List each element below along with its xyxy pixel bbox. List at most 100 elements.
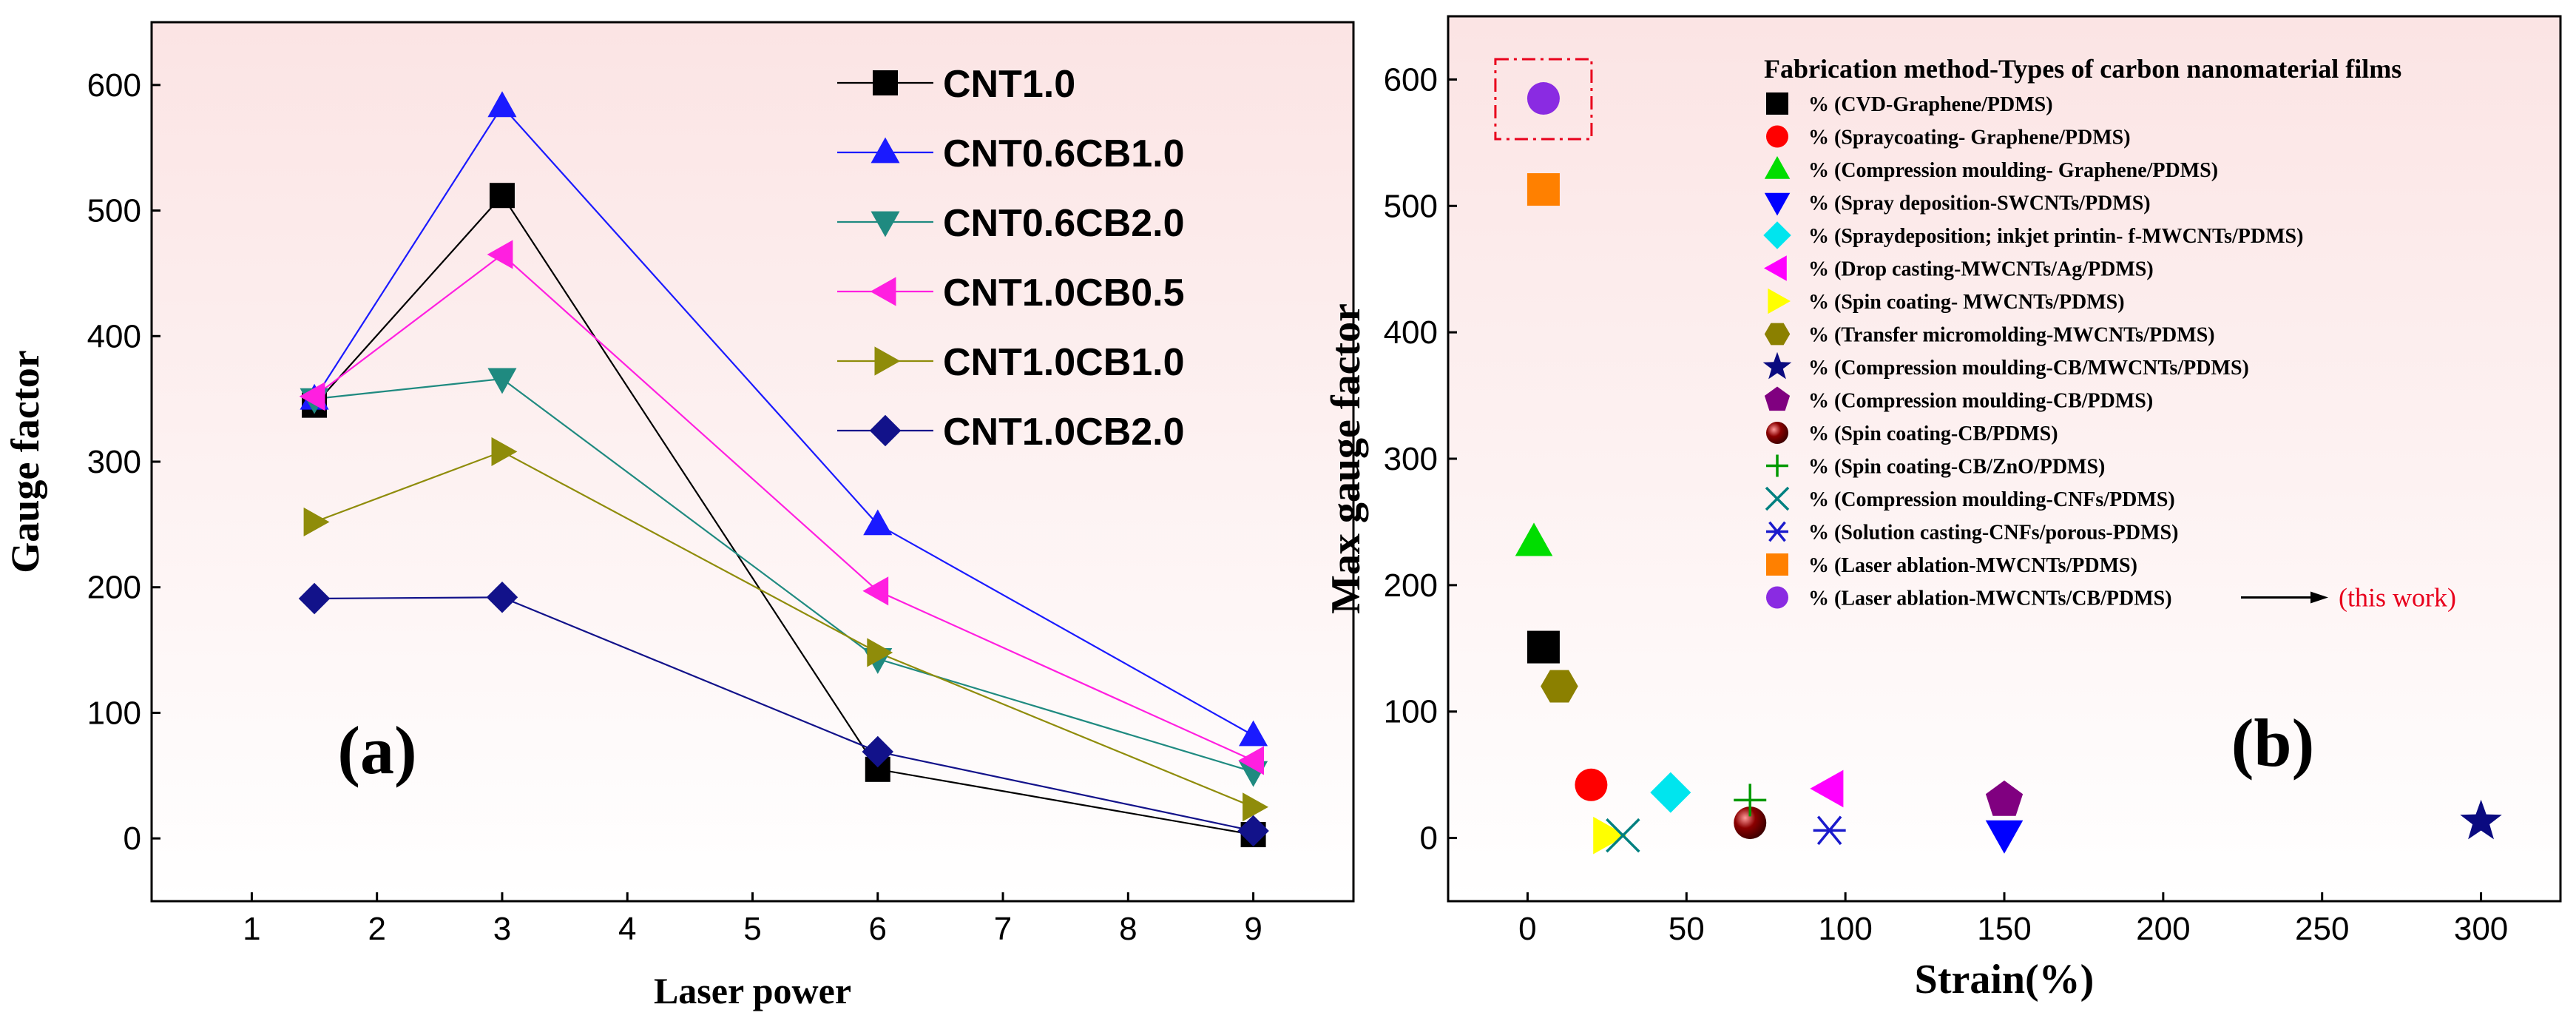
data-point [863,509,893,536]
y-tick-label: 200 [87,570,141,606]
y-tick-label: 100 [87,695,141,731]
legend-marker [1766,422,1788,444]
legend-label: CNT1.0CB2.0 [943,411,1185,454]
legend-marker [1766,92,1788,115]
data-point [1606,818,1640,853]
data-point [862,576,889,606]
legend-label: % (Spin coating-CB/ZnO/PDMS) [1808,456,2105,479]
legend-marker [1766,553,1788,576]
legend-marker [1766,521,1788,542]
panel-label: (a) [337,713,416,788]
legend-marker [1762,351,1792,380]
arrow-head [2310,591,2328,604]
data-point [1515,522,1553,556]
series-markers-CNT1.0CB1.0 [303,437,1268,822]
legend-title: Fabrication method-Types of carbon nanom… [1764,54,2401,84]
y-tick-label: 100 [1384,694,1438,730]
x-tick-label: 7 [994,911,1012,947]
data-point [1985,820,2024,854]
y-tick-label: 400 [87,318,141,354]
x-tick-label: 150 [1977,911,2031,947]
series-CNT1.0CB2.0 [314,596,1254,832]
data-point [2460,799,2502,840]
data-point [486,582,518,613]
series-line [314,253,1254,761]
panel-label: (b) [2231,705,2314,781]
panel-b-chart: 0 50 100 150 200 250 300 0 100 200 300 400 500 600 Str… [1323,15,2562,1003]
x-tick-label: 100 [1818,911,1872,947]
y-axis-label: Max gauge factor [1323,303,1369,614]
legend: CNT1.0 CNT0.6CB1.0 CNT0.6CB2.0 CNT1.0CB0.5 C… [837,63,1185,454]
data-point [487,368,517,394]
data-point [1243,792,1268,822]
data-point [1238,746,1264,775]
x-axis-label: Strain(%) [1915,957,2095,1003]
x-tick-label: 0 [1518,911,1536,947]
data-point [1237,815,1269,847]
legend-marker [869,414,902,447]
legend-marker [873,70,898,95]
legend-marker [871,137,900,164]
x-tick-label: 250 [2295,911,2349,947]
data-point [491,437,518,466]
series-CNT1.0CB0.5 [314,253,1254,761]
y-tick-label: 600 [87,67,141,104]
data-point [489,183,515,209]
data-point [299,382,325,411]
legend-label: % (CVD-Graphene/PDMS) [1808,93,2053,116]
legend-marker [1766,454,1788,477]
data-point [867,638,893,667]
legend-marker [1766,586,1788,609]
legend-label: CNT1.0 [943,63,1075,106]
data-point [1239,720,1268,747]
series-CNT0.6CB1.0 [314,104,1254,736]
data-point [1527,630,1560,664]
series-markers-CNT1.0CB0.5 [299,240,1264,775]
data-points [1515,82,2502,855]
legend-label: CNT0.6CB2.0 [943,202,1185,245]
data-point [1527,82,1560,115]
data-point [1734,806,1767,840]
legend-label: % (Laser ablation-MWCNTs/CB/PDMS) [1808,587,2172,610]
x-tick-label: 5 [743,911,761,947]
data-point [1734,784,1767,817]
legend-label: % (Compression moulding-CB/MWCNTs/PDMS) [1808,357,2249,380]
series-CNT1.0 [314,194,1254,836]
y-tick-label: 0 [124,821,141,857]
y-tick-label: 300 [87,444,141,480]
data-point [298,582,331,615]
y-tick-label: 400 [1384,314,1438,351]
data-point [487,91,517,118]
x-tick-label: 300 [2454,911,2508,947]
x-tick-label: 200 [2136,911,2190,947]
legend-marker [1763,221,1791,249]
data-point [1541,670,1578,703]
legend-label: % (Spray deposition-SWCNTs/PDMS) [1808,192,2151,215]
legend-marker [1765,486,1790,511]
series-line [314,377,1254,773]
data-point [1527,173,1560,206]
x-tick-label: 3 [493,911,511,947]
x-tick-label: 6 [869,911,887,947]
legend: Fabrication method-Types of carbon nanom… [1762,54,2456,613]
x-axis-label: Laser power [654,970,851,1011]
legend-label: % (Transfer micromolding-MWCNTs/PDMS) [1808,324,2215,347]
legend-label: % (Spin coating- MWCNTs/PDMS) [1808,291,2125,314]
y-tick-label: 200 [1384,567,1438,604]
x-tick-label: 8 [1119,911,1137,947]
legend-label: % (Compression moulding-CNFs/PDMS) [1808,488,2175,511]
legend-label: CNT1.0CB1.0 [943,341,1185,384]
series-CNT0.6CB2.0 [314,377,1254,773]
y-axis-label: Gauge factor [3,350,47,573]
series-line [314,451,1254,808]
legend-label: CNT0.6CB1.0 [943,132,1185,175]
data-point [303,507,330,536]
legend-label: % (Solution casting-CNFs/porous-PDMS) [1808,522,2178,545]
series-CNT1.0CB1.0 [314,451,1254,808]
y-tick-label: 600 [1384,61,1438,98]
x-tick-label: 50 [1669,911,1705,947]
series-markers-CNT1.0CB2.0 [298,582,1269,847]
x-tick-label: 1 [243,911,260,947]
data-point [1575,768,1608,801]
